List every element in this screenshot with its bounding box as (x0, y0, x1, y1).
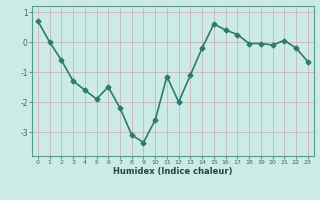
X-axis label: Humidex (Indice chaleur): Humidex (Indice chaleur) (113, 167, 233, 176)
